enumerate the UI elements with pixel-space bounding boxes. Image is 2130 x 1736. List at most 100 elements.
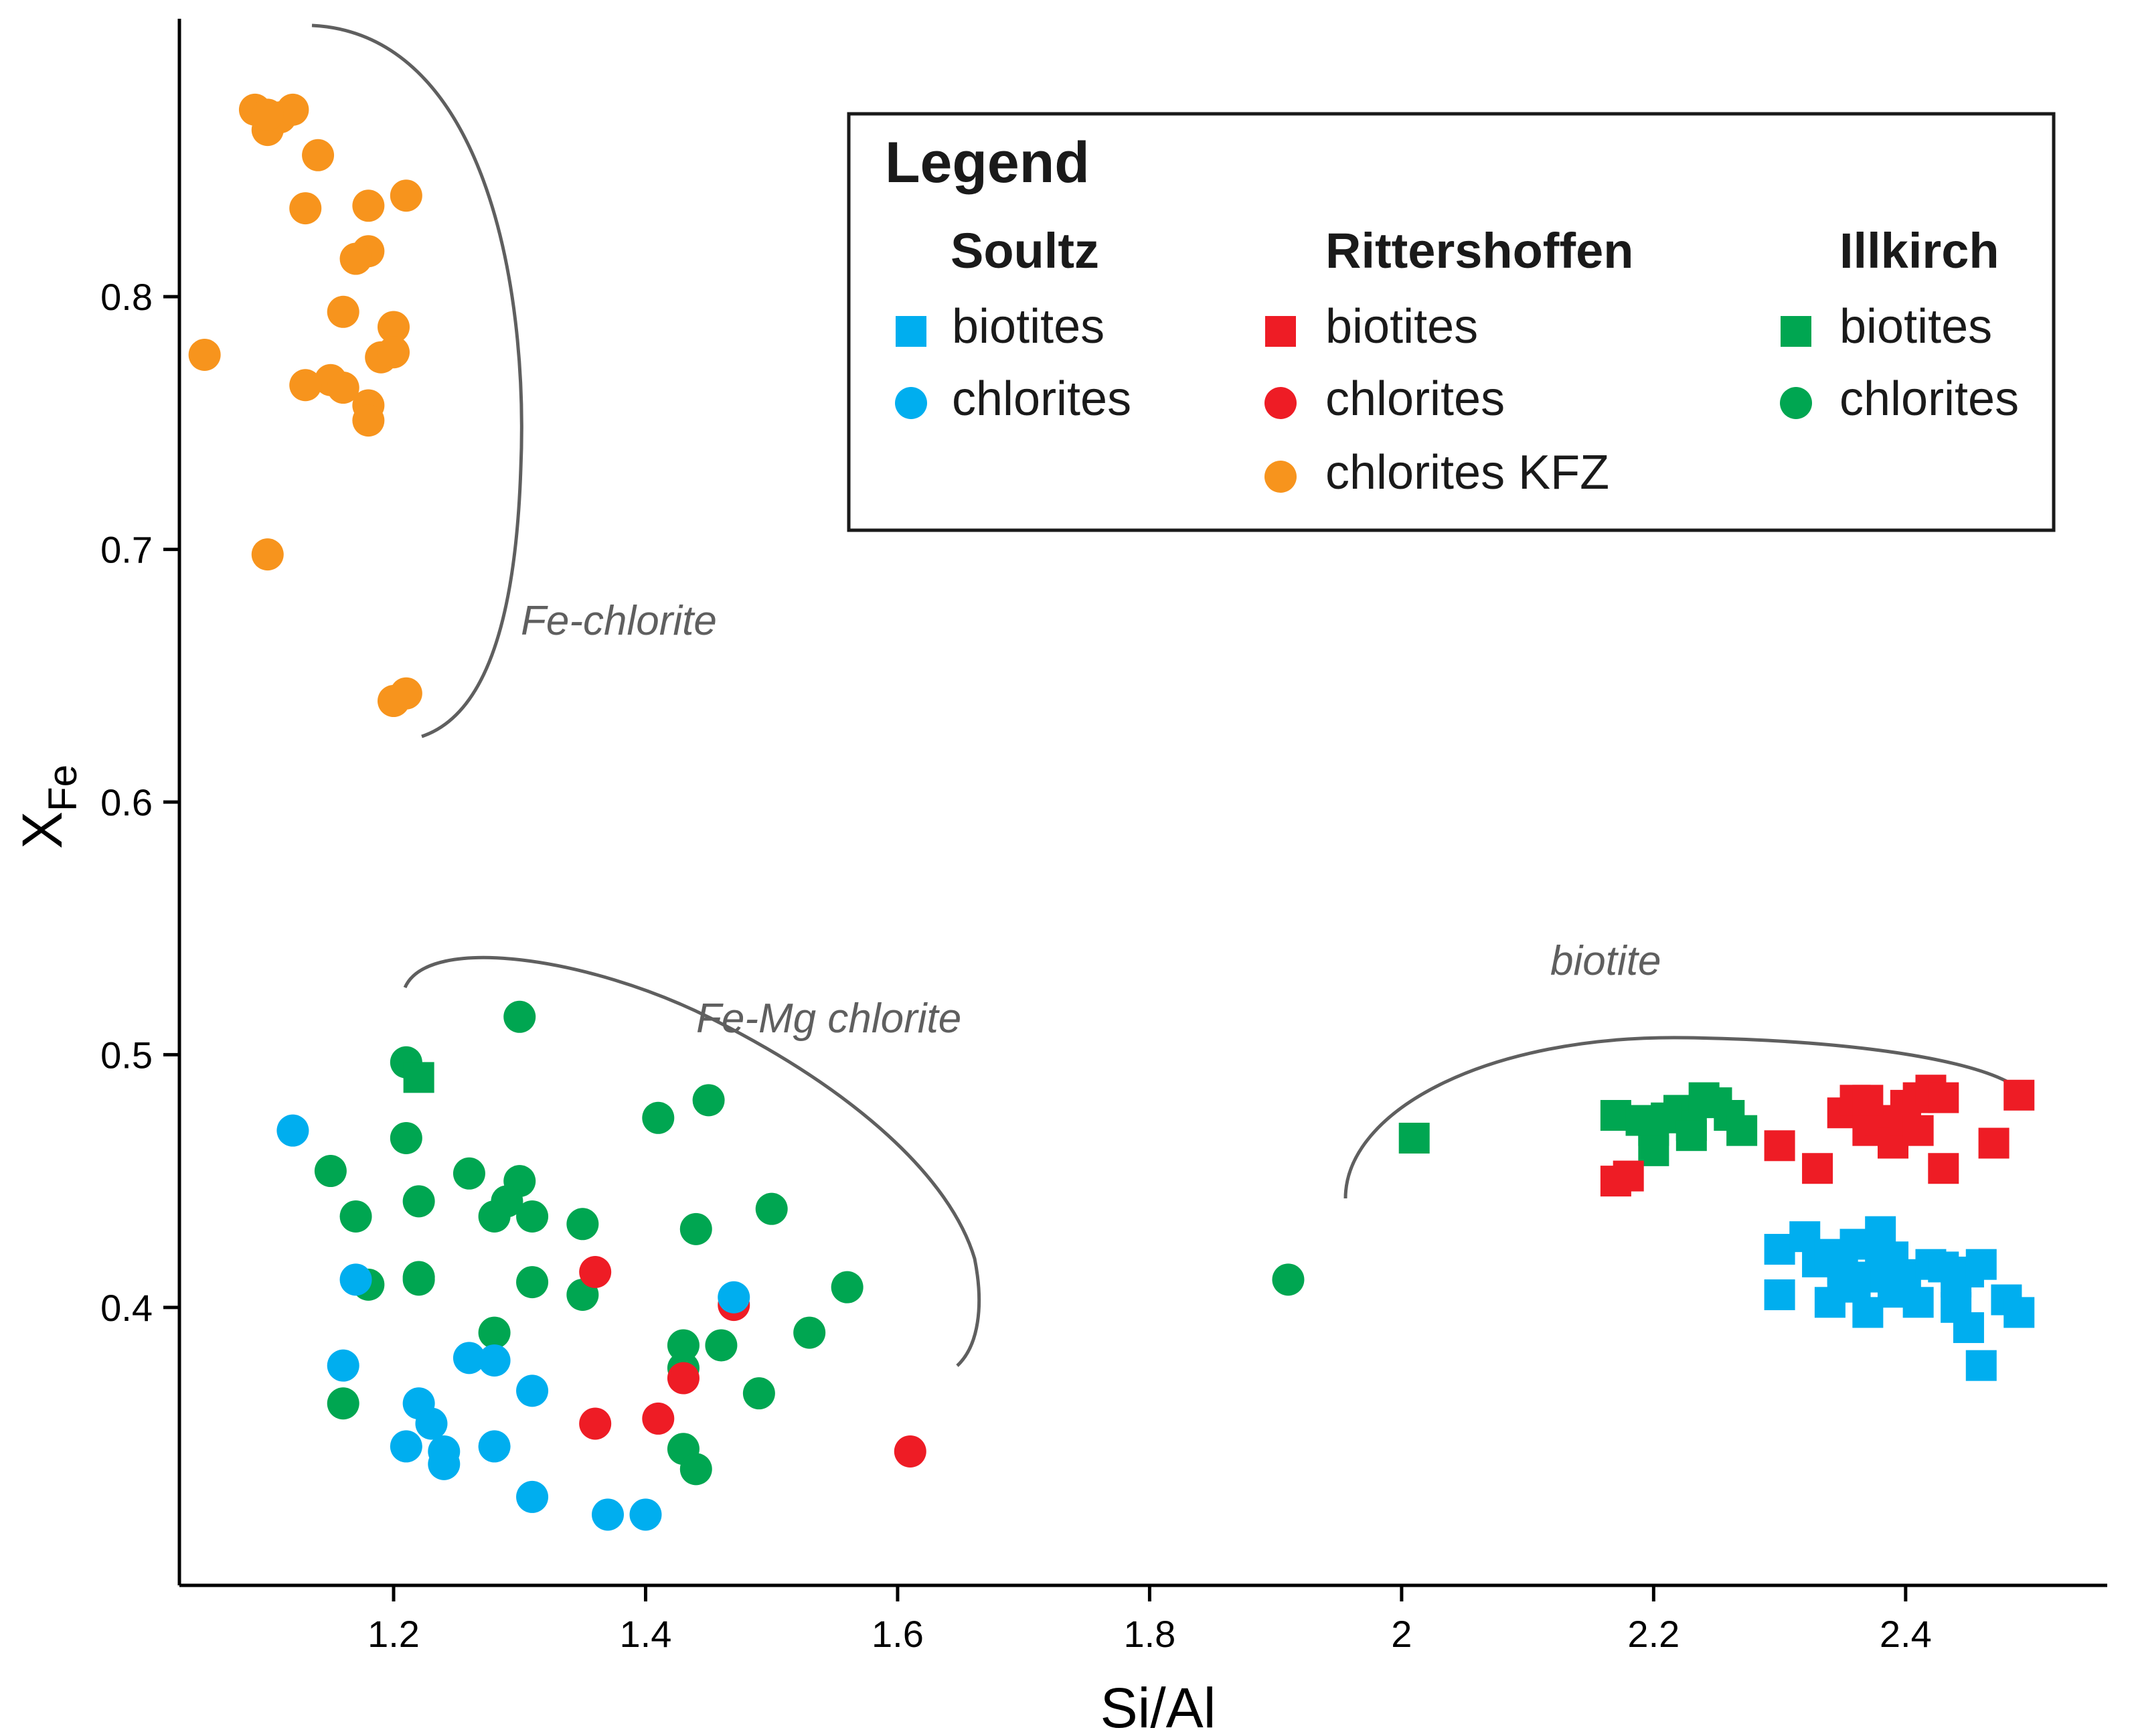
point-illkirch-chlorites: [742, 1377, 775, 1410]
biotite-curve: [1343, 1036, 2030, 1199]
legend-marker-rittershoffen-biotites: [1265, 316, 1296, 347]
annotation-biotite: biotite: [1550, 938, 1661, 984]
point-illkirch-biotites: [1726, 1115, 1758, 1146]
point-rittershoffen-chlorites-kfz: [352, 404, 385, 437]
point-soultz-chlorites: [276, 1114, 309, 1147]
legend-label-soultz-chlorites: chlorites: [952, 372, 1131, 426]
y-axis-title-subscript: Fe: [40, 765, 85, 811]
point-soultz-biotites: [1941, 1291, 1972, 1323]
point-soultz-biotites: [1852, 1297, 1884, 1328]
point-soultz-chlorites: [478, 1430, 511, 1463]
point-soultz-chlorites: [516, 1480, 549, 1513]
point-illkirch-chlorites: [679, 1453, 712, 1486]
point-illkirch-chlorites: [679, 1212, 712, 1245]
point-rittershoffen-biotites: [1613, 1160, 1644, 1192]
point-rittershoffen-chlorites-kfz: [378, 336, 410, 369]
x-tick-label: 2: [1391, 1613, 1412, 1655]
legend: Legend Soultz biotites chlorites Ritters…: [847, 112, 2056, 532]
x-tick-label: 1.6: [872, 1613, 924, 1655]
annotation-labels: Fe-chlorite Fe-Mg chlorite biotite: [521, 598, 1661, 1042]
point-soultz-chlorites: [629, 1498, 662, 1531]
legend-marker-soultz-chlorites: [895, 387, 927, 419]
point-illkirch-chlorites: [327, 1387, 359, 1420]
point-illkirch-chlorites: [402, 1185, 435, 1218]
point-rittershoffen-chlorites-kfz: [251, 538, 284, 571]
point-rittershoffen-chlorites: [894, 1435, 926, 1468]
point-rittershoffen-chlorites-kfz: [188, 338, 221, 371]
point-illkirch-chlorites: [478, 1200, 511, 1233]
point-rittershoffen-chlorites-kfz: [327, 372, 359, 404]
point-rittershoffen-chlorites-kfz: [289, 192, 322, 225]
point-soultz-chlorites: [428, 1447, 461, 1480]
point-illkirch-chlorites: [793, 1316, 826, 1349]
point-illkirch-chlorites: [642, 1101, 675, 1134]
legend-label-soultz-biotites: biotites: [952, 300, 1104, 353]
point-soultz-chlorites: [339, 1263, 372, 1296]
point-soultz-biotites: [1965, 1249, 1997, 1280]
point-soultz-biotites: [1878, 1241, 1908, 1273]
plot-area: [188, 23, 2035, 1531]
point-soultz-chlorites: [453, 1342, 485, 1374]
y-axis-title-main: X: [11, 811, 74, 849]
point-illkirch-chlorites: [705, 1329, 738, 1362]
axes: 1.2 1.4 1.6 1.8 2 2.2 2.4 0.4 0.5 0.6 0.7 0.8 Si/A…: [11, 19, 2107, 1736]
point-soultz-biotites: [2003, 1297, 2035, 1328]
legend-group-soultz: Soultz: [951, 223, 1099, 279]
fe-chlorite-curve: [311, 23, 523, 738]
point-illkirch-chlorites: [339, 1200, 372, 1233]
point-soultz-chlorites: [592, 1498, 624, 1531]
point-illkirch-chlorites: [402, 1263, 435, 1296]
point-rittershoffen-biotites: [1802, 1153, 1833, 1184]
legend-marker-rittershoffen-chlorites: [1264, 387, 1297, 419]
point-illkirch-chlorites: [478, 1316, 511, 1349]
point-illkirch-chlorites: [831, 1271, 864, 1304]
point-rittershoffen-biotites: [1902, 1115, 1934, 1146]
series-soultz-biotites: [1764, 1216, 2035, 1381]
point-soultz-chlorites: [390, 1430, 422, 1463]
legend-group-rittershoffen: Rittershoffen: [1325, 223, 1633, 279]
x-tick-label: 1.2: [367, 1613, 420, 1655]
point-rittershoffen-chlorites-kfz: [251, 98, 284, 131]
legend-label-rittershoffen-chlorites-kfz: chlorites KFZ: [1325, 446, 1609, 499]
annotation-curves: [311, 23, 2030, 1367]
point-illkirch-chlorites: [314, 1155, 347, 1188]
legend-marker-rittershoffen-chlorites-kfz: [1264, 461, 1297, 493]
point-rittershoffen-chlorites-kfz: [327, 295, 359, 328]
point-rittershoffen-biotites: [2003, 1079, 2035, 1111]
point-soultz-biotites: [1965, 1350, 1997, 1381]
point-rittershoffen-chlorites-kfz: [302, 139, 335, 171]
svg-text:XFe: XFe: [11, 765, 85, 849]
x-tick-label: 2.2: [1627, 1613, 1680, 1655]
legend-marker-illkirch-chlorites: [1780, 387, 1812, 419]
point-rittershoffen-biotites: [1978, 1127, 2010, 1159]
point-illkirch-chlorites: [516, 1200, 549, 1233]
point-illkirch-chlorites: [692, 1084, 725, 1117]
x-tick-label: 1.8: [1123, 1613, 1175, 1655]
point-illkirch-biotites: [403, 1062, 434, 1093]
point-rittershoffen-chlorites: [667, 1362, 700, 1395]
legend-group-illkirch: Illkirch: [1839, 223, 1999, 279]
point-rittershoffen-chlorites: [642, 1402, 675, 1435]
point-rittershoffen-biotites: [1928, 1153, 1959, 1184]
annotation-fe-chlorite: Fe-chlorite: [521, 598, 717, 644]
point-illkirch-chlorites: [453, 1157, 485, 1190]
point-rittershoffen-chlorites-kfz: [289, 369, 322, 402]
point-rittershoffen-biotites: [1928, 1082, 1959, 1113]
series-illkirch-biotites: [403, 1062, 1758, 1166]
series-soultz-chlorites: [276, 1114, 750, 1531]
x-axis-title: Si/Al: [1100, 1676, 1216, 1736]
x-ticks: 1.2 1.4 1.6 1.8 2 2.2 2.4: [367, 1585, 1932, 1655]
point-rittershoffen-chlorites: [579, 1256, 612, 1288]
x-tick-label: 1.4: [620, 1613, 672, 1655]
point-soultz-biotites: [1902, 1287, 1934, 1318]
point-soultz-chlorites: [516, 1374, 549, 1407]
legend-label-rittershoffen-chlorites: chlorites: [1325, 372, 1505, 426]
series-rittershoffen-chlorites: [579, 1256, 926, 1468]
x-tick-label: 2.4: [1880, 1613, 1932, 1655]
point-illkirch-biotites: [1675, 1120, 1707, 1152]
point-soultz-chlorites: [415, 1407, 448, 1440]
point-rittershoffen-chlorites-kfz: [390, 179, 422, 212]
y-ticks: 0.4 0.5 0.6 0.7 0.8: [100, 276, 179, 1329]
point-soultz-biotites: [1764, 1279, 1795, 1310]
